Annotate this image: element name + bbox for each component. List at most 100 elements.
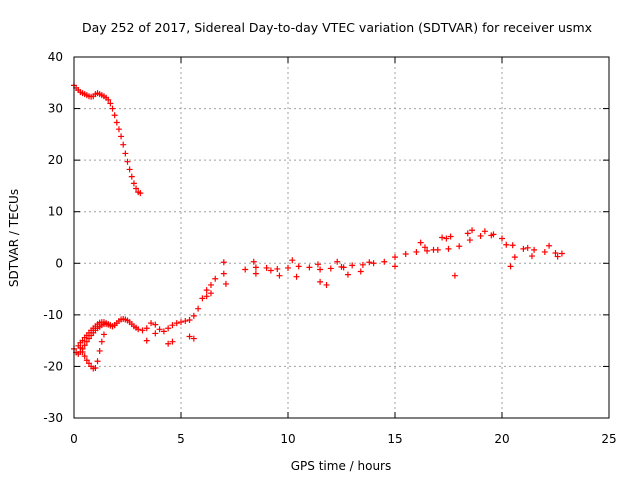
data-point-dip [79, 348, 86, 355]
data-point-main-track [199, 295, 206, 302]
data-point-main-track [359, 261, 366, 268]
data-point-scatter [152, 330, 159, 337]
data-point-upper-arc [107, 100, 114, 107]
x-tick-label: 25 [601, 432, 616, 446]
data-point-scatter [334, 258, 341, 265]
data-point-main-track [160, 328, 167, 335]
data-point-band [79, 337, 86, 344]
data-point-main-track [327, 265, 334, 272]
data-point-scatter [207, 290, 214, 297]
data-point-scatter [392, 263, 398, 270]
data-point-scatter [222, 280, 229, 287]
y-tick-label: -20 [43, 359, 63, 373]
data-point-scatter [507, 263, 514, 270]
data-point-upper-arc [124, 158, 131, 165]
data-point-upper-arc [111, 112, 118, 119]
data-point-upper-arc [137, 190, 144, 197]
data-point-main-track [152, 321, 159, 328]
data-point-dip [100, 331, 107, 338]
data-point-main-track [263, 264, 270, 271]
data-point-upper-arc [118, 133, 125, 140]
data-point-scatter [443, 235, 450, 242]
data-point-main-track [190, 312, 197, 319]
data-point-scatter [314, 261, 321, 268]
x-tick-label: 0 [70, 432, 78, 446]
grid-layer [74, 57, 609, 418]
data-point-main-track [173, 320, 180, 327]
data-point-main-track [156, 326, 163, 333]
data-point-scatter [165, 340, 172, 347]
data-point-scatter [430, 246, 437, 253]
data-point-scatter [421, 244, 428, 251]
data-point-upper-arc [128, 173, 135, 180]
data-point-scatter [417, 239, 424, 246]
data-point-main-track [466, 237, 473, 244]
data-point-main-track [207, 281, 214, 288]
data-point-upper-arc [113, 119, 120, 126]
x-axis-label: GPS time / hours [291, 459, 392, 473]
data-point-main-track [139, 327, 146, 334]
data-point-main-track [445, 245, 452, 252]
data-point-scatter [190, 335, 197, 342]
data-point-scatter [451, 272, 458, 279]
data-point-dip [94, 358, 101, 365]
data-point-main-track [242, 266, 249, 273]
data-point-scatter [143, 337, 150, 344]
data-point-scatter [503, 241, 510, 248]
y-tick-label: 10 [48, 205, 63, 219]
data-point-main-track [370, 260, 377, 267]
y-tick-label: 0 [55, 256, 63, 270]
y-tick-label: -30 [43, 411, 63, 425]
data-point-main-track [178, 319, 184, 326]
data-point-main-track [85, 335, 92, 342]
data-point-scatter [203, 293, 210, 300]
data-point-scatter [317, 278, 324, 285]
data-point-scatter [340, 264, 347, 271]
data-point-upper-arc [109, 105, 116, 112]
data-point-main-track [349, 262, 356, 269]
x-tick-label: 15 [387, 432, 402, 446]
data-point-scatter [554, 253, 561, 260]
data-point-main-track [509, 242, 516, 249]
data-point-main-track [306, 264, 313, 271]
data-point-main-track [143, 325, 150, 332]
data-point-scatter [276, 272, 283, 279]
data-point-main-track [541, 248, 548, 255]
data-point-main-track [203, 287, 210, 294]
data-point-scatter [490, 231, 497, 238]
data-point-upper-arc [126, 166, 133, 173]
data-point-upper-arc [133, 185, 140, 192]
data-point-main-track [186, 317, 193, 324]
data-point-main-track [169, 322, 176, 329]
axis-ticks: 0 5 10 15 20 25 -30 -20 -10 0 10 20 30 40 [43, 50, 616, 446]
data-point-dip [85, 360, 92, 367]
data-point-upper-arc [105, 96, 112, 103]
data-point-dip [98, 338, 105, 345]
data-point-scatter [528, 253, 535, 260]
plot-frame [73, 56, 610, 419]
data-point-scatter [366, 259, 373, 266]
data-point-scatter [252, 270, 259, 277]
data-point-scatter [323, 281, 330, 288]
data-point-scatter [546, 242, 553, 249]
data-point-scatter [481, 228, 488, 235]
x-tick-label: 20 [494, 432, 509, 446]
y-tick-label: -10 [43, 308, 63, 322]
data-point-main-track [274, 265, 281, 272]
data-point-main-track [520, 245, 527, 252]
x-tick-label: 5 [177, 432, 185, 446]
data-point-main-track [477, 232, 484, 239]
data-point-scatter [250, 258, 257, 265]
data-point-main-track [182, 318, 189, 325]
chart-title: Day 252 of 2017, Sidereal Day-to-day VTE… [82, 20, 592, 35]
data-point-scatter [439, 234, 446, 241]
y-tick-label: 30 [48, 102, 63, 116]
data-point-main-track [424, 247, 431, 254]
data-point-main-track [81, 342, 88, 349]
data-point-main-track [456, 243, 463, 250]
data-point-main-track [285, 264, 291, 271]
y-tick-label: 20 [48, 153, 63, 167]
data-point-upper-arc [122, 150, 129, 157]
data-point-main-track [220, 270, 227, 277]
